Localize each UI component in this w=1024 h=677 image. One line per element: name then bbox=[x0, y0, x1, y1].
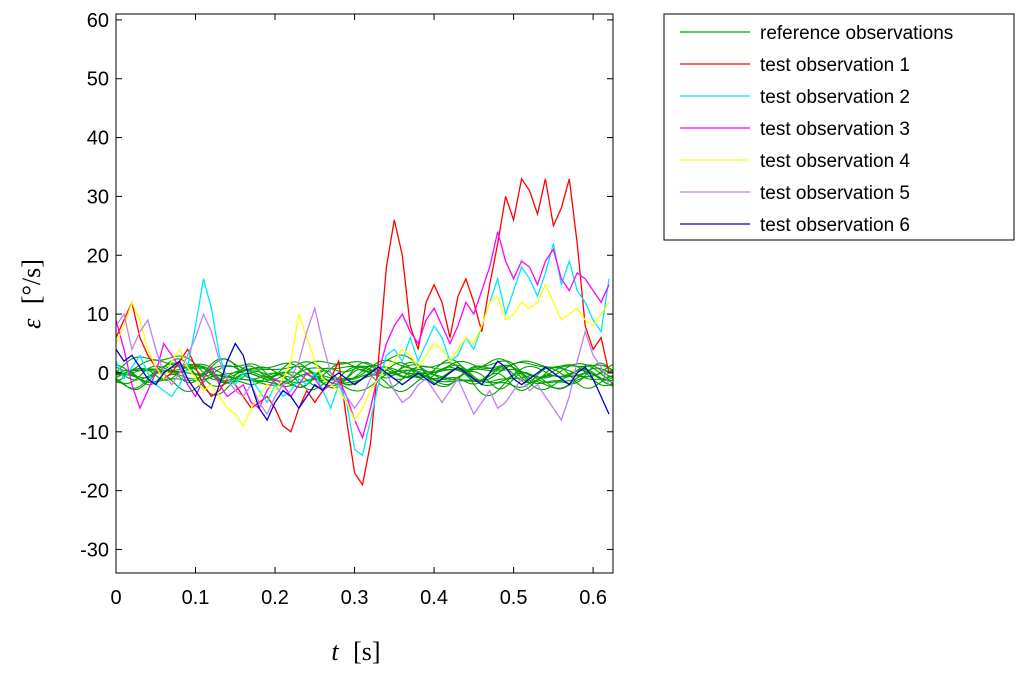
x-tick-label: 0.5 bbox=[500, 587, 528, 609]
plot-area bbox=[116, 177, 613, 487]
legend: reference observations test observation 1… bbox=[663, 13, 1015, 241]
legend-label: test observation 3 bbox=[760, 119, 910, 140]
plot-frame bbox=[115, 13, 614, 574]
x-tick-label: 0 bbox=[110, 587, 121, 609]
y-axis-label: ε [°/s] bbox=[17, 259, 46, 329]
y-tick-label: -20 bbox=[80, 481, 109, 503]
series-line-2 bbox=[116, 243, 610, 457]
reference-observation-line bbox=[116, 359, 613, 382]
x-axis-variable: t bbox=[331, 637, 339, 666]
series-line-4 bbox=[116, 283, 610, 428]
series-line-3 bbox=[116, 231, 610, 440]
x-axis: 0 0.1 0.2 0.3 0.4 0.5 0.6 bbox=[110, 14, 607, 609]
x-tick-label: 0.6 bbox=[579, 587, 607, 609]
x-tick-label: 0.2 bbox=[261, 587, 289, 609]
legend-box bbox=[663, 13, 1015, 241]
y-axis: -30 -20 -10 0 10 20 30 40 50 60 bbox=[80, 10, 613, 561]
y-axis-unit: [°/s] bbox=[17, 259, 46, 304]
y-tick-label: 0 bbox=[98, 363, 109, 385]
reference-observation-line bbox=[116, 359, 613, 388]
series-line-6 bbox=[116, 342, 610, 422]
reference-observation-line bbox=[116, 358, 613, 397]
y-tick-label: 20 bbox=[87, 245, 109, 267]
x-tick-label: 0.1 bbox=[182, 587, 210, 609]
reference-observation-line bbox=[116, 360, 613, 388]
y-tick-label: -10 bbox=[80, 422, 109, 444]
x-tick-label: 0.4 bbox=[420, 587, 448, 609]
y-axis-variable: ε bbox=[17, 318, 46, 329]
y-tick-label: 40 bbox=[87, 128, 109, 150]
legend-label: test observation 6 bbox=[760, 215, 910, 236]
y-tick-label: 10 bbox=[87, 304, 109, 326]
legend-label: test observation 5 bbox=[760, 183, 910, 204]
reference-observation-line bbox=[116, 361, 613, 391]
x-tick-label: 0.3 bbox=[341, 587, 369, 609]
legend-label: reference observations bbox=[760, 23, 953, 44]
y-tick-label: 60 bbox=[87, 10, 109, 32]
legend-label: test observation 2 bbox=[760, 87, 910, 108]
series-line-5 bbox=[116, 305, 610, 422]
y-tick-label: 30 bbox=[87, 186, 109, 208]
y-tick-label: 50 bbox=[87, 69, 109, 91]
x-axis-label: t [s] bbox=[331, 637, 380, 666]
series-line-1 bbox=[116, 177, 610, 487]
reference-observation-line bbox=[116, 361, 613, 386]
x-axis-unit: [s] bbox=[353, 637, 380, 666]
legend-label: test observation 4 bbox=[760, 151, 910, 172]
y-tick-label: -30 bbox=[80, 539, 109, 561]
legend-label: test observation 1 bbox=[760, 55, 910, 76]
